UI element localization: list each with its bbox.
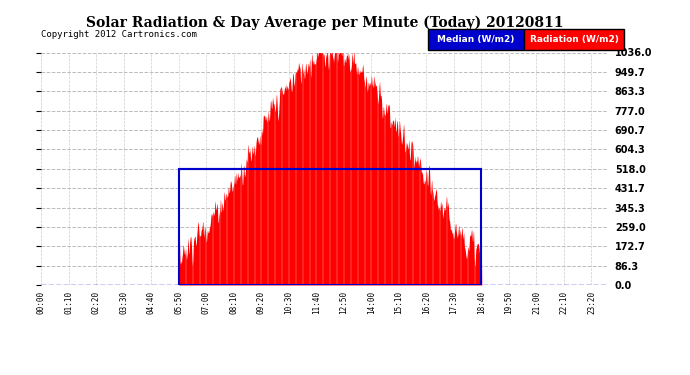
Text: Radiation (W/m2): Radiation (W/m2) — [530, 35, 619, 44]
Text: Median (W/m2): Median (W/m2) — [437, 35, 515, 44]
Text: Copyright 2012 Cartronics.com: Copyright 2012 Cartronics.com — [41, 30, 197, 39]
Title: Solar Radiation & Day Average per Minute (Today) 20120811: Solar Radiation & Day Average per Minute… — [86, 16, 563, 30]
Bar — [179, 169, 482, 285]
